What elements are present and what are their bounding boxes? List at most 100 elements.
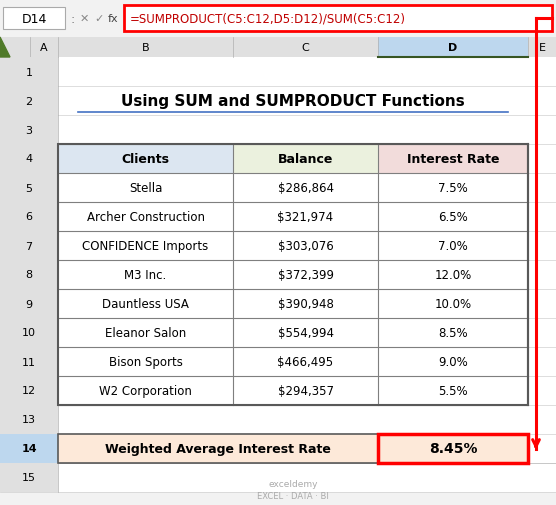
Bar [0,231,58,261]
Text: Bison Sports: Bison Sports [108,356,182,368]
Text: 8.45%: 8.45% [429,442,477,456]
Bar [0,289,58,318]
Text: 1: 1 [26,67,32,77]
Bar [0,405,58,434]
Text: $294,357: $294,357 [277,384,334,397]
Bar [233,145,378,174]
Text: $466,495: $466,495 [277,356,334,368]
Bar [0,58,58,492]
Bar [58,203,528,231]
Bar [58,38,233,58]
Text: 9.0%: 9.0% [438,356,468,368]
Text: $321,974: $321,974 [277,211,334,224]
Text: M3 Inc.: M3 Inc. [125,269,167,281]
Text: 2: 2 [26,96,33,106]
Bar [0,38,556,58]
Text: Weighted Average Interest Rate: Weighted Average Interest Rate [105,442,331,455]
Bar [0,463,58,492]
Text: 7.0%: 7.0% [438,239,468,252]
Text: 9: 9 [26,299,33,309]
Text: $372,399: $372,399 [277,269,334,281]
Text: ✕: ✕ [80,14,90,24]
Bar [58,174,528,203]
Text: CONFIDENCE Imports: CONFIDENCE Imports [82,239,208,252]
Text: Stella: Stella [129,182,162,194]
Bar [378,38,528,58]
Bar [58,376,528,405]
Text: Balance: Balance [278,153,333,166]
Text: B: B [142,43,150,53]
Text: E: E [539,43,545,53]
Text: :: : [70,13,75,25]
Text: C: C [301,43,309,53]
Text: $286,864: $286,864 [277,182,334,194]
Text: Clients: Clients [122,153,170,166]
Bar [378,434,528,463]
Text: Interest Rate: Interest Rate [407,153,499,166]
Bar [3,8,65,30]
Bar [58,318,528,347]
Text: 3: 3 [26,125,32,135]
Bar [0,318,58,347]
Bar [0,87,58,116]
Polygon shape [0,38,10,58]
Bar [0,261,58,289]
Bar [378,145,528,174]
Text: 7: 7 [26,241,33,251]
Text: 14: 14 [21,443,37,453]
Text: 10: 10 [22,328,36,338]
Bar [58,289,528,318]
Text: 8: 8 [26,270,33,280]
Text: A: A [40,43,48,53]
Text: 11: 11 [22,357,36,367]
Text: $390,948: $390,948 [277,297,334,311]
Text: Eleanor Salon: Eleanor Salon [105,326,186,339]
Bar [58,434,378,463]
Bar [0,174,58,203]
Text: 12: 12 [22,386,36,396]
Text: 5: 5 [26,183,32,193]
Bar [30,38,58,58]
Text: D: D [448,43,458,53]
Text: Dauntless USA: Dauntless USA [102,297,189,311]
Bar [58,347,528,376]
Bar [0,116,58,145]
Text: 15: 15 [22,473,36,483]
Bar [0,434,58,463]
Bar [0,347,58,376]
Text: Using SUM and SUMPRODUCT Functions: Using SUM and SUMPRODUCT Functions [121,94,465,109]
Bar [0,145,58,174]
Text: 8.5%: 8.5% [438,326,468,339]
Bar [58,145,528,405]
Bar [378,434,528,463]
Text: 6.5%: 6.5% [438,211,468,224]
Bar [0,376,58,405]
Bar [124,6,552,32]
Bar [233,38,378,58]
Bar [0,203,58,231]
Bar [30,58,556,492]
Text: 5.5%: 5.5% [438,384,468,397]
Bar [58,231,528,261]
Text: $554,994: $554,994 [277,326,334,339]
Text: W2 Corporation: W2 Corporation [99,384,192,397]
Bar [0,58,58,87]
Text: exceldemy: exceldemy [268,480,317,488]
Text: fx: fx [108,14,118,24]
Bar [58,434,528,463]
Bar [528,38,556,58]
Bar [0,0,556,38]
Bar [58,261,528,289]
Text: $303,076: $303,076 [277,239,334,252]
Text: ✓: ✓ [94,14,103,24]
Text: 12.0%: 12.0% [434,269,471,281]
Text: 6: 6 [26,212,32,222]
Text: 4: 4 [26,154,33,164]
Text: 7.5%: 7.5% [438,182,468,194]
Text: =SUMPRODUCT(C5:C12,D5:D12)/SUM(C5:C12): =SUMPRODUCT(C5:C12,D5:D12)/SUM(C5:C12) [130,13,406,25]
Text: 10.0%: 10.0% [434,297,471,311]
Text: D14: D14 [21,13,47,25]
Bar [58,145,233,174]
Text: EXCEL · DATA · BI: EXCEL · DATA · BI [257,491,329,500]
Text: 13: 13 [22,415,36,425]
